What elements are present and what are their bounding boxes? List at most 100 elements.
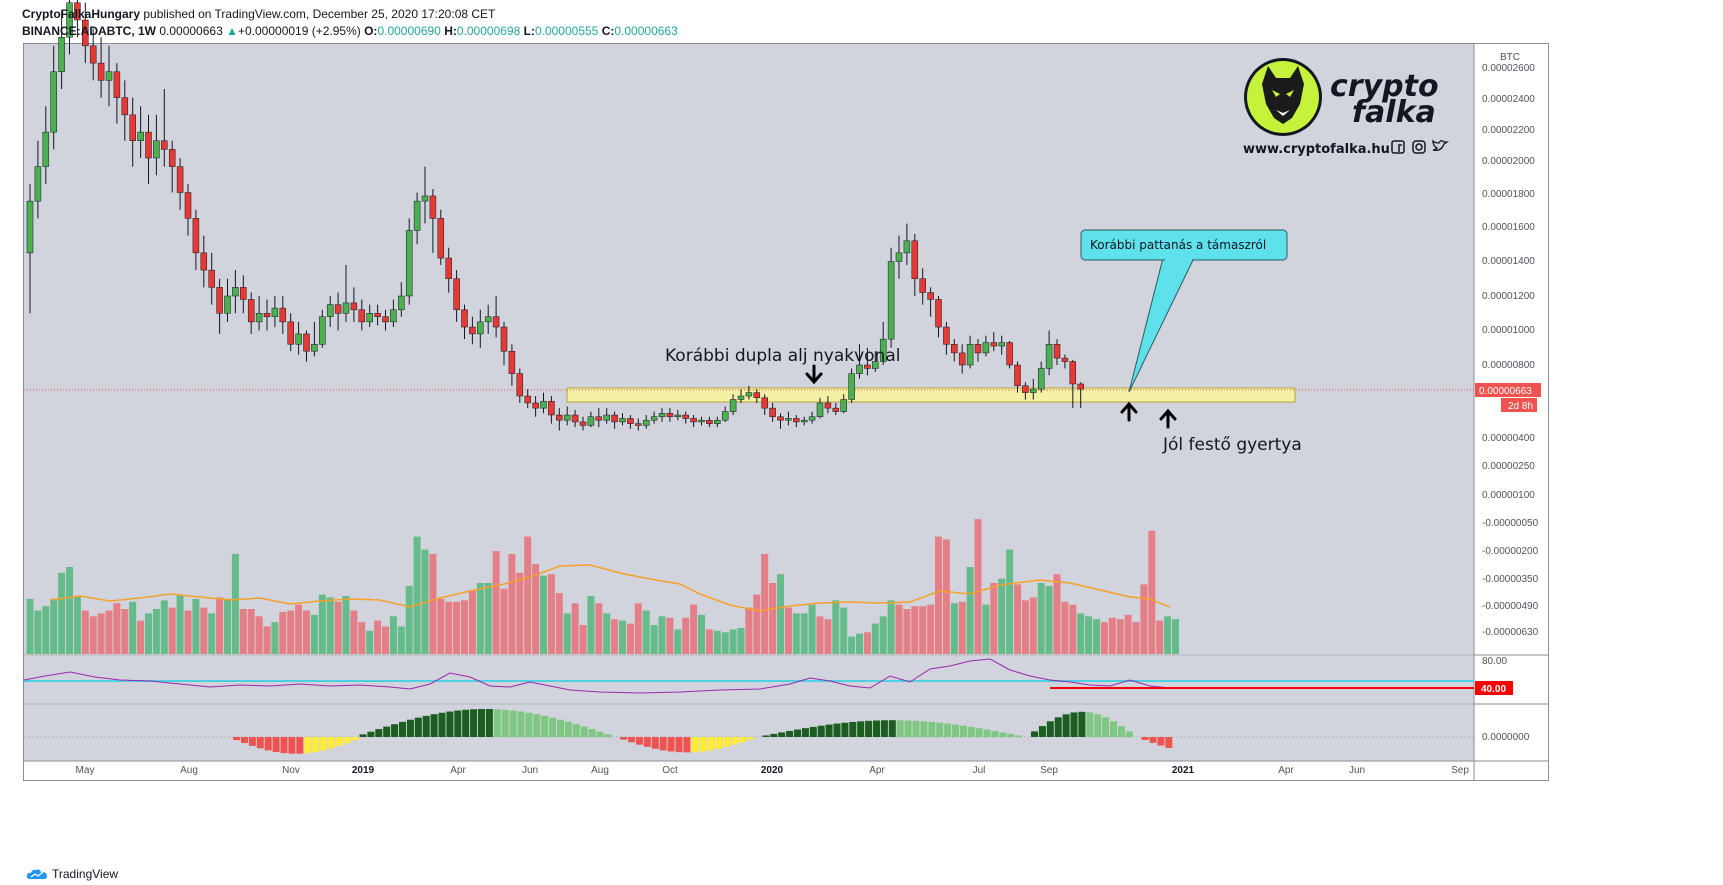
candle[interactable]	[484, 316, 492, 323]
candle[interactable]	[271, 307, 279, 317]
candle[interactable]	[935, 299, 942, 328]
candle[interactable]	[951, 344, 958, 354]
candle[interactable]	[42, 131, 50, 167]
candle[interactable]	[674, 414, 682, 417]
candle[interactable]	[374, 313, 381, 317]
candle[interactable]	[97, 62, 105, 81]
candle[interactable]	[137, 131, 144, 141]
candle[interactable]	[224, 295, 231, 314]
candle[interactable]	[769, 407, 776, 417]
candle[interactable]	[658, 413, 666, 417]
instagram-icon[interactable]	[1412, 140, 1426, 154]
candle[interactable]	[595, 416, 603, 421]
candle[interactable]	[366, 313, 373, 323]
facebook-icon[interactable]	[1391, 140, 1405, 154]
symbol-label[interactable]: BINANCE:ADABTC, 1W	[22, 24, 156, 38]
candle[interactable]	[105, 71, 113, 81]
candle[interactable]	[943, 326, 950, 345]
candle[interactable]	[840, 399, 847, 412]
candle[interactable]	[745, 392, 753, 397]
candle[interactable]	[1053, 344, 1061, 359]
candle[interactable]	[808, 416, 816, 421]
candle[interactable]	[1077, 383, 1084, 390]
candle[interactable]	[974, 344, 982, 354]
candle[interactable]	[168, 149, 176, 167]
candle[interactable]	[437, 218, 445, 259]
candle[interactable]	[429, 195, 437, 219]
candle[interactable]	[1022, 385, 1029, 393]
candle[interactable]	[627, 418, 634, 424]
candle[interactable]	[642, 419, 650, 426]
candle[interactable]	[319, 316, 326, 345]
candle[interactable]	[587, 416, 595, 426]
candle[interactable]	[326, 304, 334, 317]
candle[interactable]	[461, 309, 468, 328]
candle[interactable]	[721, 411, 729, 421]
candle[interactable]	[382, 316, 389, 323]
candle[interactable]	[405, 230, 413, 297]
candle[interactable]	[113, 71, 121, 98]
candle[interactable]	[761, 397, 768, 409]
candle[interactable]	[89, 45, 97, 64]
candle[interactable]	[1069, 361, 1077, 385]
website-label[interactable]: www.cryptofalka.hu	[1243, 142, 1390, 157]
candle[interactable]	[927, 292, 934, 300]
candle[interactable]	[872, 361, 879, 369]
candle[interactable]	[990, 342, 998, 347]
candle[interactable]	[247, 299, 255, 323]
candle[interactable]	[445, 257, 452, 279]
candle[interactable]	[524, 395, 531, 404]
candle[interactable]	[777, 416, 784, 421]
candle[interactable]	[263, 313, 271, 317]
candle[interactable]	[635, 423, 642, 426]
candle[interactable]	[153, 140, 160, 159]
candle[interactable]	[66, 2, 73, 38]
candle[interactable]	[666, 413, 674, 417]
candle[interactable]	[390, 309, 397, 323]
candle[interactable]	[824, 402, 832, 409]
candle[interactable]	[737, 395, 745, 400]
main-pane-bg[interactable]	[24, 44, 1474, 654]
candle[interactable]	[334, 304, 342, 314]
candle[interactable]	[34, 166, 42, 202]
candle[interactable]	[532, 402, 539, 409]
candle[interactable]	[342, 302, 350, 314]
candle[interactable]	[1006, 342, 1013, 366]
author-name[interactable]: CryptoFalkaHungary	[22, 7, 141, 21]
candle[interactable]	[603, 414, 610, 421]
candle[interactable]	[1037, 368, 1045, 390]
candle[interactable]	[1045, 344, 1053, 369]
candle[interactable]	[1061, 357, 1069, 362]
candle[interactable]	[1014, 364, 1021, 386]
candle[interactable]	[753, 392, 761, 399]
candle[interactable]	[714, 419, 721, 424]
candle[interactable]	[50, 71, 57, 133]
candle[interactable]	[887, 261, 895, 340]
candle[interactable]	[398, 295, 405, 311]
candle[interactable]	[129, 114, 136, 141]
candle[interactable]	[311, 344, 318, 352]
candle[interactable]	[192, 218, 200, 254]
candle[interactable]	[816, 402, 824, 418]
candle[interactable]	[216, 287, 223, 314]
candle[interactable]	[690, 418, 697, 423]
candle[interactable]	[492, 316, 500, 328]
macd-pane-bg[interactable]	[24, 705, 1474, 761]
candle[interactable]	[303, 333, 310, 352]
candle[interactable]	[895, 252, 903, 262]
candle[interactable]	[879, 338, 887, 362]
candle[interactable]	[571, 414, 579, 423]
candle[interactable]	[611, 414, 618, 423]
tradingview-brand[interactable]: TradingView	[26, 867, 118, 881]
rsi-pane-bg[interactable]	[24, 656, 1474, 703]
candle[interactable]	[793, 418, 800, 423]
candle[interactable]	[706, 419, 713, 424]
candle[interactable]	[864, 364, 871, 369]
candle[interactable]	[508, 350, 516, 374]
candle[interactable]	[958, 352, 966, 366]
candle[interactable]	[350, 302, 358, 311]
candle[interactable]	[966, 344, 974, 366]
candle[interactable]	[911, 240, 919, 280]
candle[interactable]	[856, 364, 863, 374]
candle[interactable]	[82, 19, 89, 47]
